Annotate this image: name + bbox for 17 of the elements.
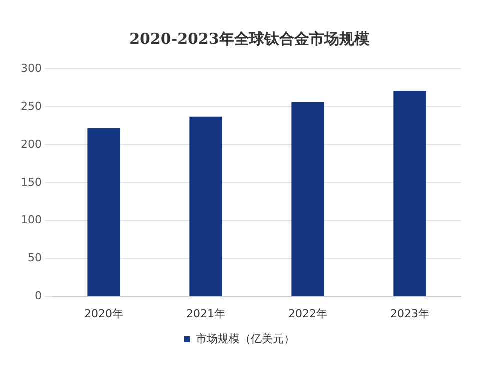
x-tick-label: 2021年 — [186, 307, 226, 320]
x-tick-label: 2020年 — [84, 307, 124, 320]
y-tick-label: 200 — [20, 138, 42, 151]
y-tick-label: 150 — [20, 176, 42, 189]
chart-title: 2020-2023年全球钛合金市场规模 — [128, 29, 370, 50]
y-tick-label: 0 — [34, 290, 42, 303]
bar — [190, 116, 222, 296]
bar — [292, 102, 324, 296]
y-tick-label: 250 — [20, 100, 42, 113]
bar — [394, 91, 426, 296]
y-tick-label: 300 — [20, 62, 42, 75]
legend-label: 市场规模（亿美元） — [196, 332, 295, 346]
y-tick-label: 100 — [20, 214, 42, 227]
x-tick-label: 2023年 — [390, 307, 430, 320]
y-tick-label: 50 — [28, 252, 42, 265]
x-tick-label: 2022年 — [288, 307, 328, 320]
bar — [88, 128, 120, 296]
